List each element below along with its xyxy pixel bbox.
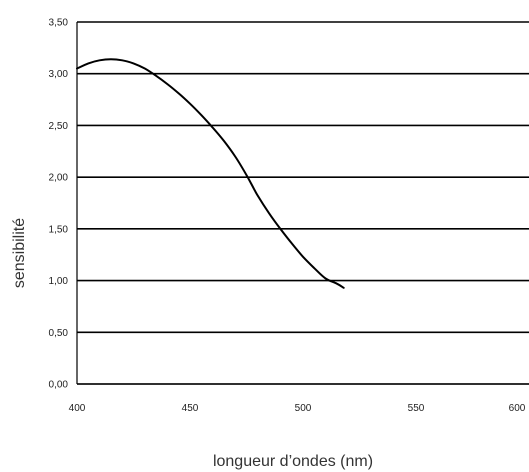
y-tick-label: 2,00 xyxy=(49,173,69,184)
sensitivity-curve xyxy=(76,58,345,289)
gridlines xyxy=(77,21,529,385)
x-tick-label: 500 xyxy=(295,403,312,414)
x-tick-label: 450 xyxy=(182,403,199,414)
y-axis-label: sensibilité xyxy=(11,218,28,288)
x-tick-label: 600 xyxy=(509,403,526,414)
y-tick-label: 1,50 xyxy=(49,224,69,235)
y-tick-label: 1,00 xyxy=(49,276,69,287)
x-axis-label: longueur d’ondes (nm) xyxy=(213,453,373,470)
y-tick-label: 0,50 xyxy=(49,328,69,339)
y-tick-label: 3,00 xyxy=(49,69,69,80)
x-tick-label: 550 xyxy=(408,403,425,414)
x-tick-labels: 400 450 500 550 600 xyxy=(69,403,526,414)
y-tick-labels: 0,00 0,50 1,00 1,50 2,00 2,50 3,00 3,50 xyxy=(49,18,69,391)
y-tick-label: 0,00 xyxy=(49,380,69,391)
x-tick-label: 400 xyxy=(69,403,86,414)
y-tick-label: 3,50 xyxy=(49,18,69,29)
y-tick-label: 2,50 xyxy=(49,121,69,132)
